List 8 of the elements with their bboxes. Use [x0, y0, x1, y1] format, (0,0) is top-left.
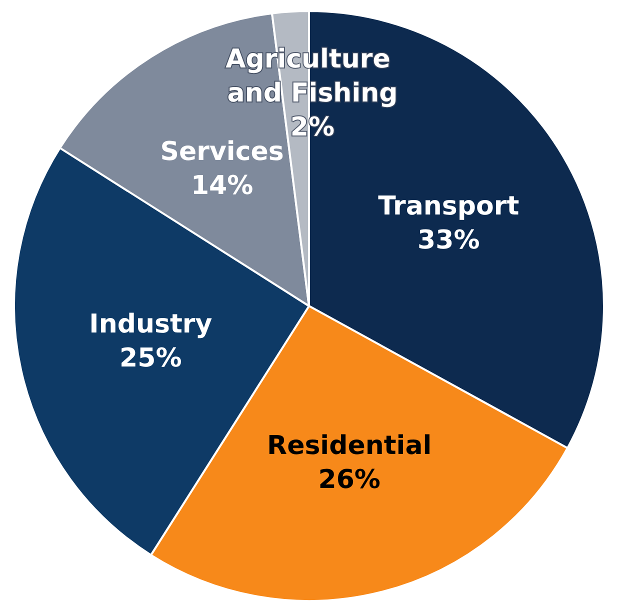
- slice-label: Services: [160, 137, 284, 168]
- data-label: 26%: [318, 465, 380, 496]
- data-label: 14%: [190, 171, 254, 202]
- slice-label: Industry: [89, 309, 212, 340]
- data-label: 33%: [418, 225, 480, 256]
- slice-label: Residential: [267, 431, 432, 462]
- data-label: 25%: [120, 343, 182, 374]
- slice-label: Transport: [378, 191, 520, 222]
